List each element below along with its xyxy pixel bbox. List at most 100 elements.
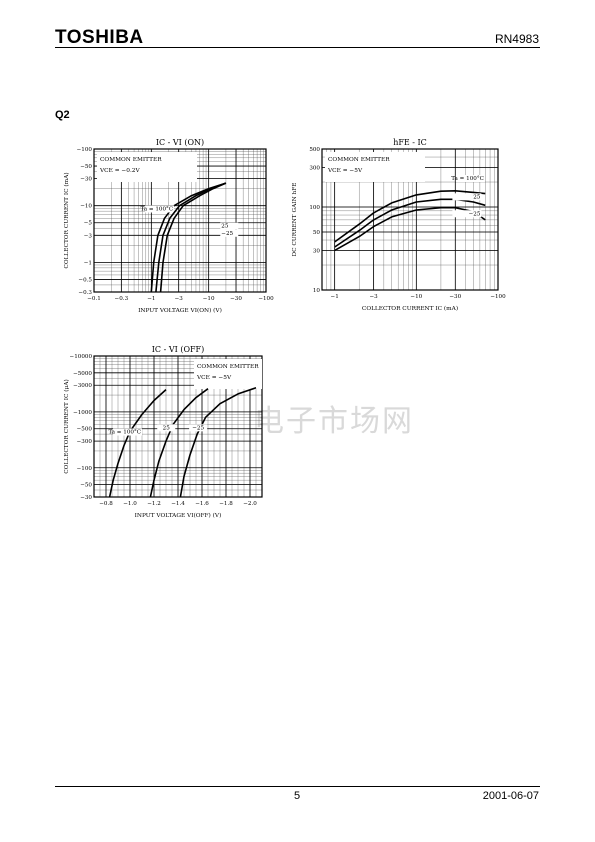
series-label-bg	[455, 175, 485, 183]
chart-ic-vion: −0.3−0.5−1−3−5−10−30−50−100−0.1 −0.3 −1 −3−…	[63, 138, 274, 314]
watermark: 电子市场网	[254, 404, 414, 439]
y-tick-label: −5	[84, 221, 93, 227]
y-tick-label: −50	[80, 483, 92, 489]
toshiba-logo: TOSHIBA	[55, 27, 144, 48]
section-label: Q2	[55, 109, 70, 121]
y-tick-label: −500	[77, 427, 93, 433]
chart-ic-vioff: −30 −50 −100 −300 −500 −1000 −3000 −5000 −10000 −…	[63, 345, 263, 519]
series-label: Ta = 100°C	[451, 176, 484, 182]
chart-title: IC - VI (ON)	[156, 138, 204, 147]
series-label: 25	[163, 425, 171, 431]
series-label: −25	[192, 425, 204, 431]
series-line	[149, 388, 209, 498]
x-axis-label: COLLECTOR CURRENT IC (mA)	[362, 305, 458, 312]
y-tick-label: −3	[84, 233, 93, 239]
y-tick-label: −30	[80, 177, 92, 183]
x-tick-label: −0.8	[99, 501, 113, 507]
y-tick-label: 10	[313, 288, 321, 294]
series-label-bg	[452, 210, 482, 218]
y-tick-label: −10000	[70, 354, 93, 360]
y-tick-label: −5000	[73, 371, 92, 377]
series-label: Ta = 100°C	[140, 206, 173, 212]
y-tick-label: −0.5	[78, 277, 92, 283]
y-axis-label: COLLECTOR CURRENT IC (mA)	[63, 172, 70, 268]
x-tick-label: −30	[449, 294, 461, 300]
annotation-line: VCE = −5V	[196, 375, 232, 381]
series-label-bg	[220, 229, 239, 237]
header-rule	[55, 47, 540, 48]
plot-frame	[93, 148, 267, 293]
series-label-bg	[157, 424, 176, 432]
y-tick-label: 300	[309, 165, 320, 171]
annotation-box	[325, 152, 425, 182]
series-label: −25	[469, 211, 481, 217]
x-tick-label: −1	[331, 294, 339, 300]
y-tick-label: 50	[313, 230, 321, 236]
series-label-bg	[145, 205, 175, 213]
x-tick-label: −1.2	[147, 501, 161, 507]
series-label: −25	[221, 231, 233, 237]
chart-hfe-ic: 10 30 50 100 300 500 −1 −3 −10 −30 −100 hFE - IC COL…	[292, 138, 506, 312]
plot-frame	[93, 355, 263, 498]
series-label: Ta = 100°C	[108, 430, 141, 436]
y-tick-label: −0.3	[78, 290, 92, 296]
series-line	[108, 389, 167, 498]
x-tick-label: −0.1	[87, 296, 101, 302]
x-axis-label: INPUT VOLTAGE VI(ON) (V)	[138, 307, 222, 314]
series-label: 25	[221, 224, 229, 230]
annotation-box	[97, 152, 197, 182]
y-tick-label: −1	[84, 260, 92, 266]
annotation-line: COMMON EMITTER	[197, 364, 259, 370]
x-tick-label: −1	[147, 296, 155, 302]
annotation-line: VCE = −0.2V	[99, 168, 140, 174]
x-tick-label: −2.0	[243, 501, 257, 507]
annotation-box	[194, 359, 262, 389]
series-line	[155, 182, 227, 293]
y-tick-label: 500	[309, 147, 320, 153]
y-tick-label: −100	[77, 466, 93, 472]
y-axis-label: DC CURRENT GAIN hFE	[292, 183, 298, 257]
page-number: 5	[294, 790, 301, 802]
x-axis-label: INPUT VOLTAGE VI(OFF) (V)	[135, 512, 222, 519]
series-line	[334, 190, 486, 243]
y-tick-label: −30	[80, 495, 92, 501]
series-label-bg	[189, 424, 208, 432]
plot-frame	[321, 148, 499, 291]
series-line	[159, 182, 227, 293]
x-tick-label: −100	[490, 294, 506, 300]
x-tick-label: −1.6	[195, 501, 209, 507]
y-tick-label: 30	[313, 248, 321, 254]
y-tick-label: −3000	[73, 383, 92, 389]
x-tick-label: −100	[258, 296, 274, 302]
publish-date: 2001-06-07	[482, 790, 539, 802]
x-tick-label: −0.3	[115, 296, 129, 302]
series-label-bg	[452, 193, 482, 201]
x-tick-label: −1.4	[171, 501, 185, 507]
x-tick-label: −10	[203, 296, 215, 302]
annotation-line: COMMON EMITTER	[100, 157, 162, 163]
y-tick-label: −50	[80, 164, 92, 170]
y-tick-label: −1000	[73, 410, 92, 416]
part-number: RN4983	[494, 32, 539, 46]
annotation-line: COMMON EMITTER	[328, 157, 390, 163]
x-tick-label: −3	[369, 294, 378, 300]
x-tick-label: −1.0	[123, 501, 137, 507]
y-tick-label: 100	[309, 205, 320, 211]
y-tick-label: −100	[77, 147, 93, 153]
series-label: 25	[473, 194, 481, 200]
series-label-bg	[220, 222, 239, 230]
y-tick-label: −10	[80, 204, 92, 210]
x-tick-label: −30	[230, 296, 242, 302]
chart-title: hFE - IC	[393, 138, 427, 147]
series-label-bg	[113, 428, 143, 436]
annotation-line: VCE = −5V	[327, 168, 363, 174]
footer-rule	[55, 786, 540, 787]
x-tick-label: −10	[410, 294, 422, 300]
chart-title: IC - VI (OFF)	[152, 345, 204, 354]
y-axis-label: COLLECTOR CURRENT IC (μA)	[63, 379, 70, 474]
y-tick-label: −300	[77, 439, 93, 445]
x-tick-label: −3	[175, 296, 184, 302]
series-line	[334, 198, 486, 248]
series-line	[179, 387, 257, 498]
x-tick-label: −1.8	[219, 501, 233, 507]
